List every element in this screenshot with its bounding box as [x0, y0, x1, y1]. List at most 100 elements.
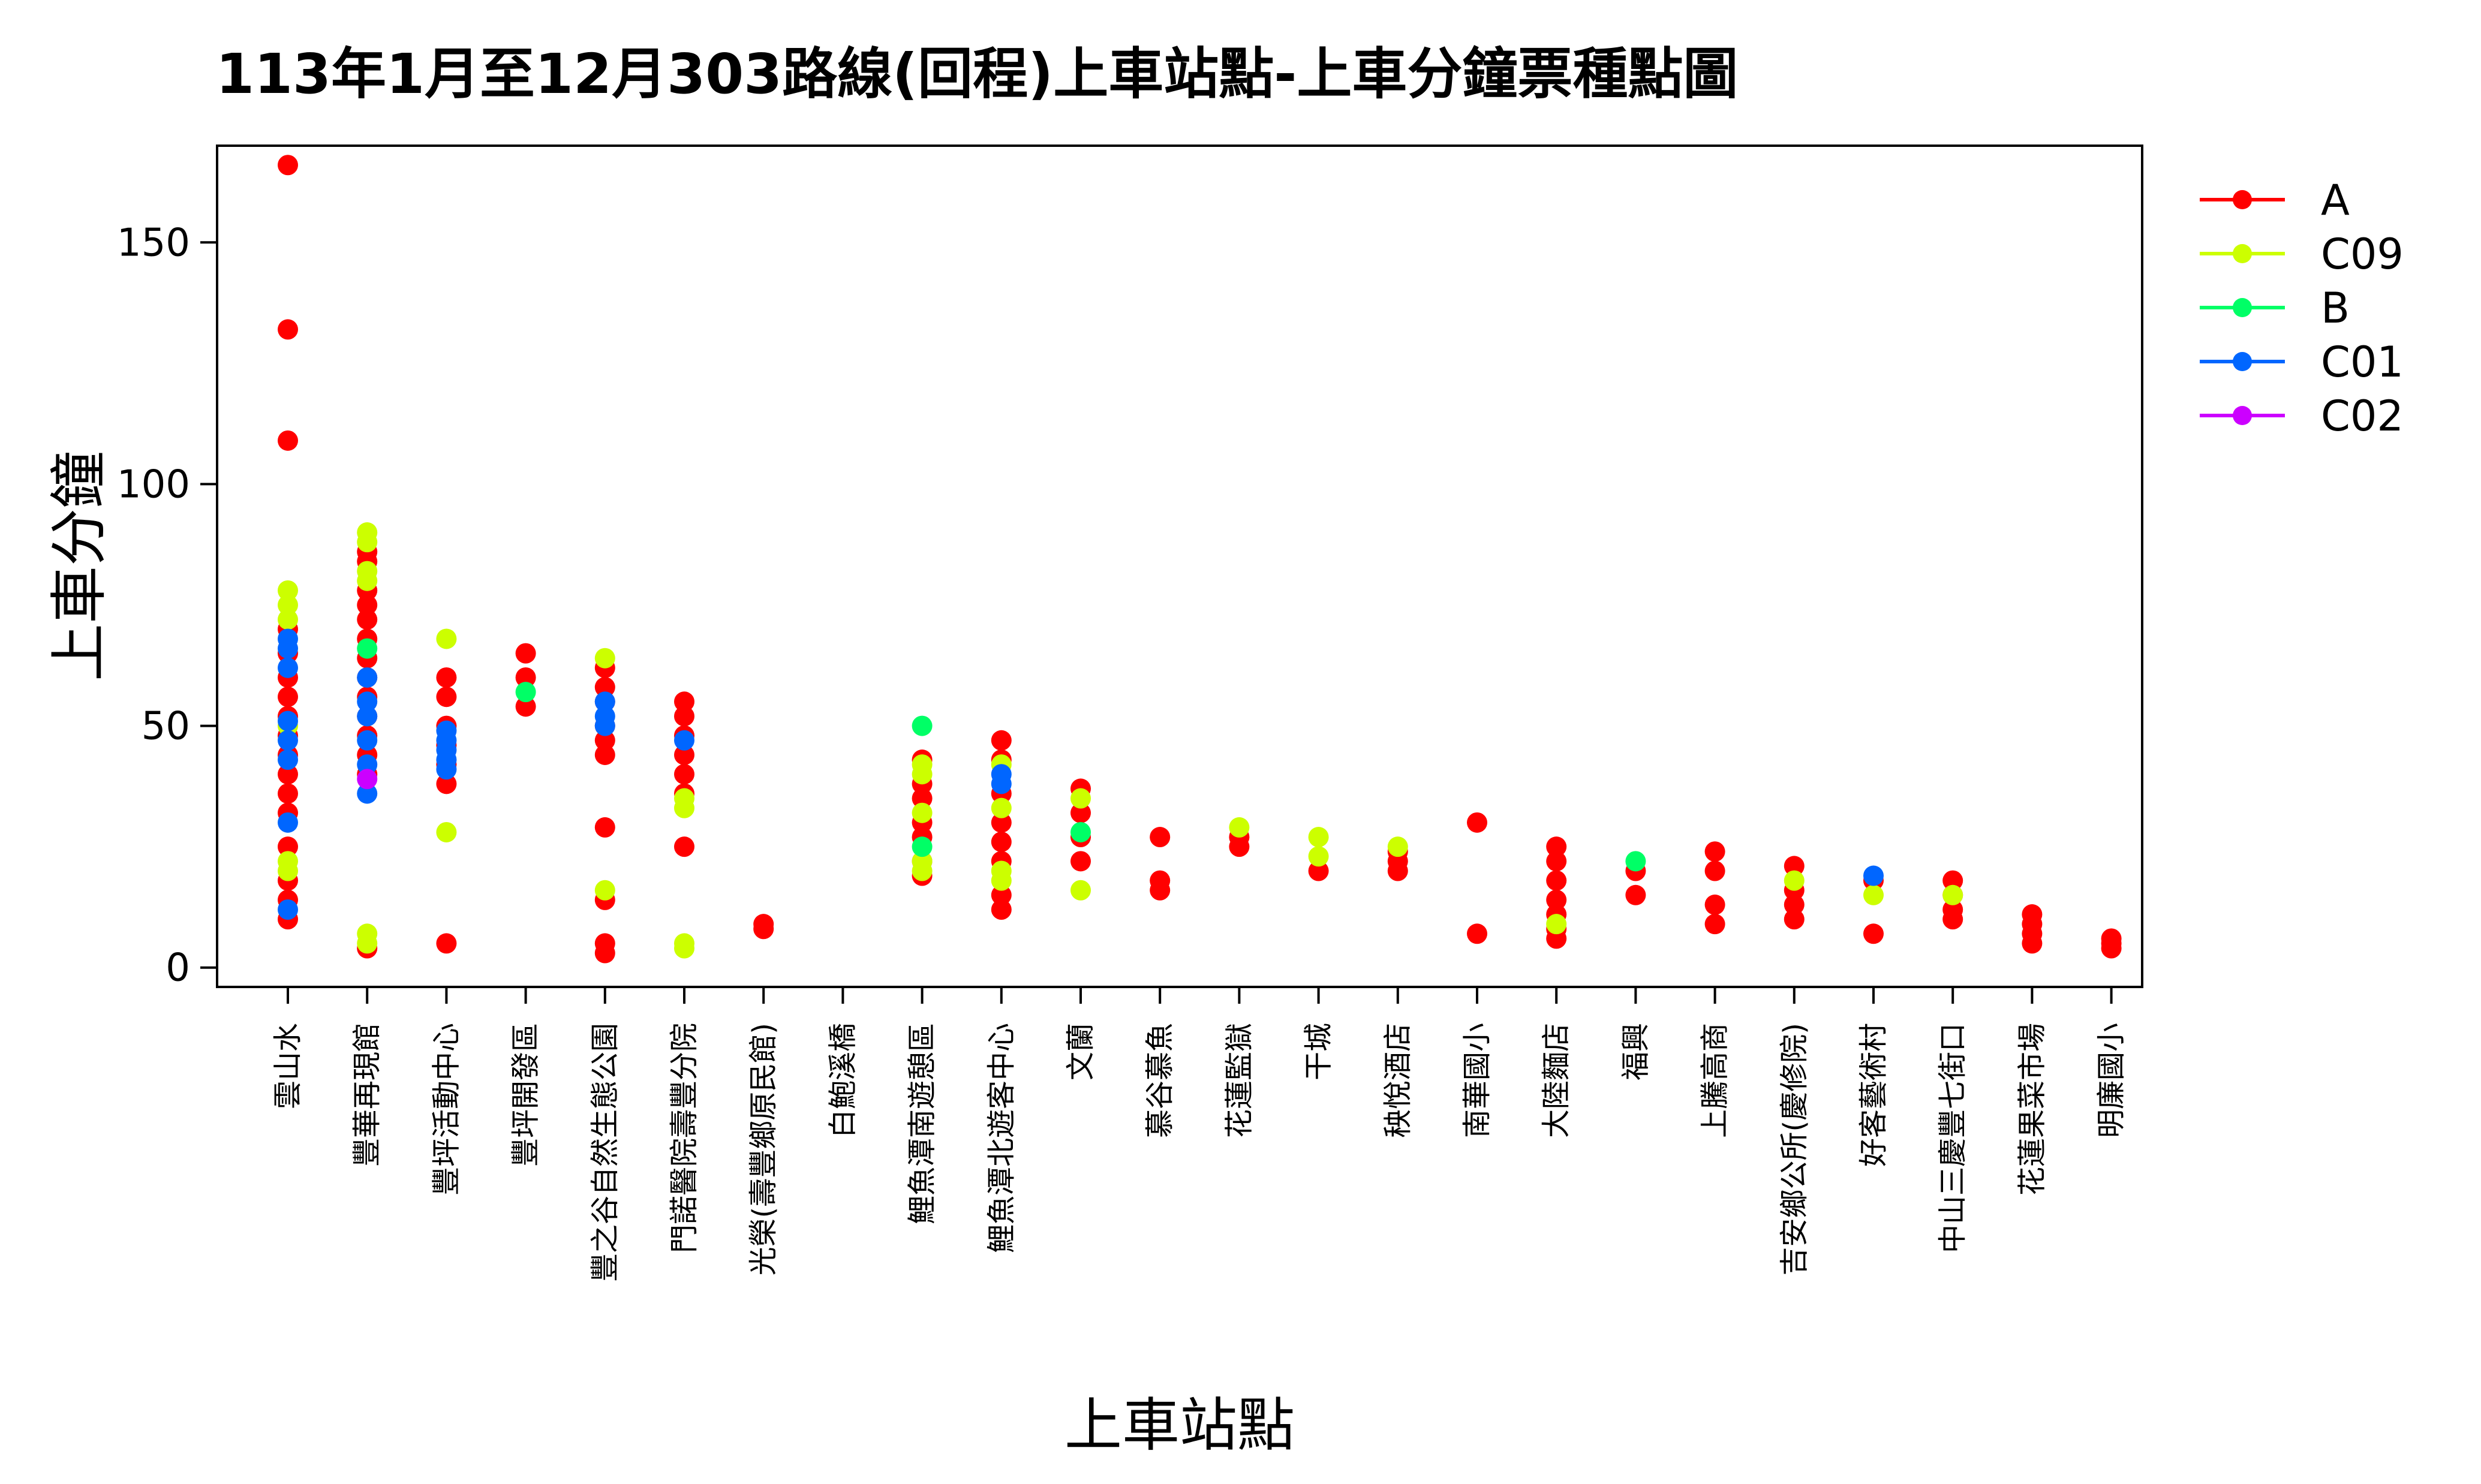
data-point — [753, 919, 774, 940]
data-point — [1229, 817, 1250, 838]
plot-frame — [216, 145, 2143, 988]
data-point — [436, 759, 457, 780]
data-point — [674, 764, 694, 785]
data-points — [278, 155, 2122, 964]
data-point — [1784, 894, 1805, 915]
data-point — [912, 836, 933, 857]
legend-label: B — [2321, 284, 2350, 333]
data-point — [278, 155, 298, 176]
x-category-label: 鯉魚潭南遊憩區 — [906, 1023, 939, 1224]
data-point — [1704, 914, 1725, 935]
data-point — [912, 802, 933, 823]
data-point — [674, 744, 694, 765]
x-category-label: 雲山水 — [271, 1023, 305, 1109]
data-point — [1546, 889, 1567, 910]
series-C09 — [278, 522, 1963, 959]
legend-marker — [2233, 298, 2252, 317]
x-category-label: 明廉國小 — [2095, 1023, 2128, 1138]
data-point — [1863, 923, 1884, 944]
data-point — [991, 812, 1012, 833]
x-category-label: 上騰高商 — [1698, 1023, 1732, 1138]
x-category-label: 文蘭 — [1064, 1023, 1097, 1080]
data-point — [278, 764, 298, 785]
x-category-label: 豐之谷自然生態公園 — [588, 1023, 622, 1282]
data-point — [278, 609, 298, 630]
data-point — [1546, 836, 1567, 857]
data-point — [278, 783, 298, 804]
data-point — [278, 711, 298, 732]
legend-label: C02 — [2321, 392, 2404, 441]
legend-marker — [2233, 406, 2252, 425]
legend-item: C01 — [2200, 338, 2404, 387]
x-category-label: 豐坪活動中心 — [429, 1023, 463, 1196]
x-category-label: 豐華再現館 — [350, 1023, 384, 1167]
data-point — [1387, 836, 1408, 857]
data-point — [278, 638, 298, 659]
data-point — [991, 773, 1012, 794]
data-point — [278, 836, 298, 857]
data-point — [1704, 894, 1725, 915]
data-point — [1784, 870, 1805, 891]
data-point — [674, 938, 694, 959]
data-point — [436, 667, 457, 688]
series-C02 — [357, 769, 378, 790]
data-point — [594, 715, 615, 736]
legend-item: C09 — [2200, 230, 2404, 279]
data-point — [278, 749, 298, 770]
data-point — [1863, 865, 1884, 886]
legend-label: C09 — [2321, 230, 2404, 279]
data-point — [912, 788, 933, 809]
x-category-label: 好客藝術村 — [1857, 1023, 1890, 1167]
data-point — [1070, 788, 1091, 809]
x-axis-label: 上車站點 — [1064, 1392, 1295, 1459]
data-point — [991, 899, 1012, 920]
data-point — [1863, 884, 1884, 905]
legend-marker — [2233, 352, 2252, 371]
legend-item: C02 — [2200, 392, 2404, 441]
data-point — [278, 730, 298, 751]
data-point — [357, 730, 378, 751]
data-point — [278, 580, 298, 601]
x-category-label: 慕谷慕魚 — [1143, 1023, 1177, 1138]
data-point — [674, 691, 694, 712]
x-category-label: 光榮(壽豐鄉原民館) — [747, 1023, 780, 1275]
data-point — [1942, 884, 1963, 905]
data-point — [1704, 841, 1725, 862]
data-point — [1150, 880, 1171, 901]
data-point — [991, 884, 1012, 905]
data-point — [1467, 812, 1487, 833]
x-category-label: 門諾醫院壽豐分院 — [667, 1023, 701, 1253]
data-point — [1784, 856, 1805, 877]
x-category-label: 花蓮果菜市場 — [2015, 1023, 2049, 1196]
data-point — [1070, 821, 1091, 842]
series-C01 — [278, 628, 1884, 920]
data-point — [674, 836, 694, 857]
x-category-label: 秧悅酒店 — [1381, 1023, 1415, 1138]
data-point — [515, 696, 536, 717]
data-point — [1150, 827, 1171, 848]
data-point — [357, 706, 378, 727]
legend-item: B — [2200, 284, 2350, 333]
data-point — [991, 870, 1012, 891]
data-point — [594, 943, 615, 964]
series-B — [357, 638, 1646, 872]
data-point — [357, 933, 378, 954]
y-tick-label: 100 — [117, 462, 190, 507]
data-point — [436, 821, 457, 842]
data-point — [1229, 836, 1250, 857]
y-axis: 0 50 100 150 — [117, 221, 217, 991]
data-point — [594, 691, 615, 712]
data-point — [1070, 802, 1091, 823]
data-point — [436, 628, 457, 649]
data-point — [594, 730, 615, 751]
data-point — [1942, 909, 1963, 930]
data-point — [594, 648, 615, 669]
x-category-label: 花蓮監獄 — [1222, 1023, 1256, 1138]
legend-marker — [2233, 190, 2252, 209]
data-point — [1546, 870, 1567, 891]
chart-title: 113年1月至12月303路線(回程)上車站點-上車分鐘票種點圖 — [216, 42, 1738, 106]
data-point — [278, 657, 298, 678]
data-point — [674, 706, 694, 727]
data-point — [278, 687, 298, 708]
data-point — [1546, 914, 1567, 935]
